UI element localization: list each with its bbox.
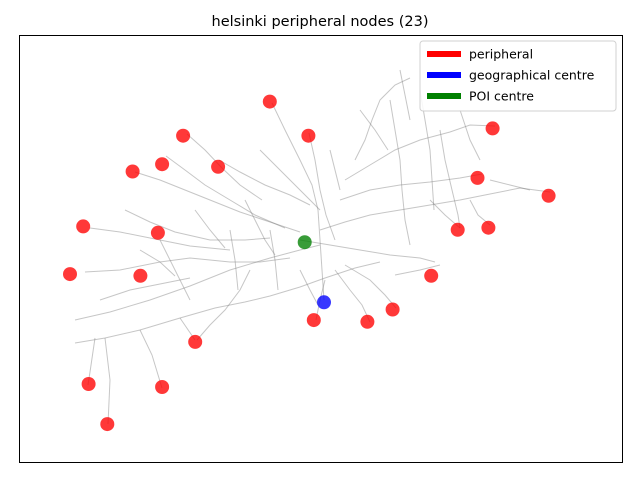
street-segment xyxy=(339,173,483,201)
street-segment xyxy=(299,239,436,263)
peripheral-point xyxy=(81,377,96,391)
street-segment xyxy=(399,69,411,121)
peripheral-point xyxy=(150,225,165,240)
peripheral-point xyxy=(424,268,439,283)
street-segment xyxy=(84,257,291,273)
street-segment xyxy=(329,149,341,191)
peripheral-point xyxy=(188,334,203,349)
peripheral-point xyxy=(360,314,375,329)
street-segment xyxy=(99,277,191,301)
street-segment xyxy=(271,102,325,301)
peripheral-point xyxy=(485,121,500,136)
peripheral-point xyxy=(470,170,485,185)
peripheral-point xyxy=(262,94,277,109)
peripheral-point xyxy=(211,159,226,174)
street-segment xyxy=(354,77,411,161)
peripheral-point xyxy=(481,220,496,235)
poi-centre-point xyxy=(297,235,312,250)
street-segment xyxy=(139,329,163,389)
street-segment xyxy=(299,269,319,306)
peripheral-point xyxy=(301,128,316,143)
peripheral-point xyxy=(63,267,77,282)
axes-frame xyxy=(19,35,623,463)
street-network xyxy=(74,69,551,425)
peripheral-point xyxy=(155,380,170,394)
street-segment xyxy=(439,129,461,229)
street-segment xyxy=(359,109,389,151)
street-segment xyxy=(269,229,279,291)
peripheral-point xyxy=(450,222,465,237)
street-segment xyxy=(459,109,481,161)
peripheral-point xyxy=(385,302,400,317)
street-segment xyxy=(344,264,397,309)
street-segment xyxy=(124,209,271,241)
street-segment xyxy=(229,229,239,291)
chart-title: helsinki peripheral nodes (23) xyxy=(212,14,429,30)
peripheral-point xyxy=(125,164,140,179)
legend: peripheral geographical centre POI centre xyxy=(419,40,617,112)
legend-label: peripheral xyxy=(469,47,533,62)
street-segment xyxy=(244,199,276,256)
street-segment xyxy=(394,264,441,276)
street-segment xyxy=(308,132,336,241)
street-segment xyxy=(74,261,381,344)
street-segment xyxy=(159,239,191,301)
peripheral-point xyxy=(306,313,321,328)
data-points xyxy=(63,94,556,432)
street-segment xyxy=(334,269,371,323)
legend-label: POI centre xyxy=(469,89,534,104)
peripheral-point xyxy=(541,188,556,203)
street-segment xyxy=(344,124,496,181)
peripheral-point xyxy=(176,128,191,143)
street-segment xyxy=(259,149,321,211)
street-segment xyxy=(194,209,226,249)
street-segment xyxy=(74,244,321,321)
peripheral-point xyxy=(133,268,148,283)
street-segment xyxy=(165,155,286,229)
geographical-centre-point xyxy=(317,295,331,310)
peripheral-point xyxy=(155,157,170,172)
street-segment xyxy=(218,159,311,206)
legend-label: geographical centre xyxy=(469,68,595,83)
street-segment xyxy=(134,171,301,233)
street-segment xyxy=(89,227,231,251)
street-segment xyxy=(319,187,551,231)
peripheral-point xyxy=(76,219,91,234)
peripheral-point xyxy=(100,417,115,432)
street-segment xyxy=(389,99,411,246)
street-segment xyxy=(196,269,251,341)
street-segment xyxy=(104,337,111,425)
street-segment xyxy=(139,249,176,277)
street-segment xyxy=(489,179,531,191)
legend-box xyxy=(419,40,617,112)
